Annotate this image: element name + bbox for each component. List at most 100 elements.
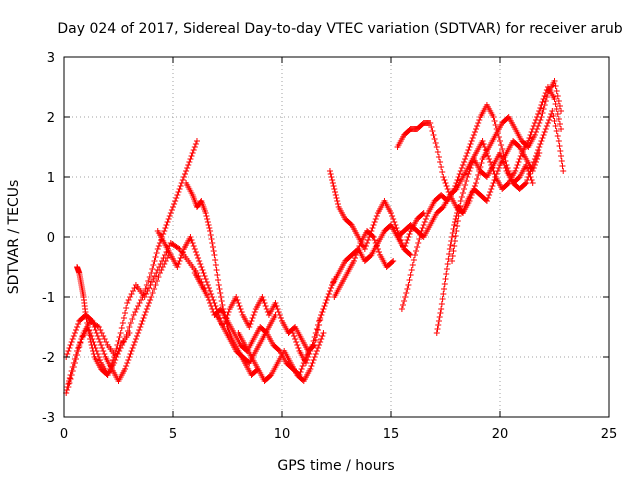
data-point: [201, 273, 208, 279]
data-point: [332, 189, 339, 195]
data-point: [307, 348, 314, 354]
data-point: [83, 316, 90, 322]
data-point: [98, 342, 105, 348]
data-point: [557, 148, 564, 154]
data-point: [414, 244, 421, 250]
data-point: [139, 318, 146, 324]
data-point: [140, 315, 147, 321]
data-point: [87, 336, 94, 342]
data-point: [456, 171, 463, 177]
data-point: [212, 257, 219, 263]
data-point: [399, 243, 406, 249]
data-point: [376, 249, 383, 255]
data-point: [398, 306, 405, 312]
data-point: [75, 321, 82, 327]
data-point: [406, 251, 413, 257]
data-point: [307, 366, 314, 372]
data-point: [447, 242, 454, 248]
data-point: [72, 356, 79, 362]
data-point: [512, 168, 519, 174]
data-point: [176, 258, 183, 264]
data-point: [82, 312, 89, 318]
data-point: [532, 129, 539, 135]
data-point: [131, 285, 138, 291]
data-point: [222, 318, 229, 324]
data-point: [449, 230, 456, 236]
data-point: [550, 113, 557, 119]
data-point: [310, 338, 317, 344]
data-point: [71, 360, 78, 366]
data-point: [154, 278, 161, 284]
data-point: [126, 330, 133, 336]
data-point: [246, 324, 253, 330]
data-point: [118, 325, 125, 331]
data-point: [197, 261, 204, 267]
data-point: [553, 106, 560, 112]
data-point: [84, 320, 91, 326]
data-point: [95, 336, 102, 342]
data-point: [415, 240, 422, 246]
data-point: [389, 259, 396, 265]
data-point: [205, 297, 212, 303]
data-point: [431, 136, 438, 142]
data-point: [486, 192, 493, 198]
data-point: [319, 333, 326, 339]
data-point: [454, 177, 461, 183]
data-point: [312, 330, 319, 336]
data-point: [370, 222, 377, 228]
data-point: [433, 144, 440, 150]
data-point: [310, 357, 317, 363]
data-point: [553, 88, 560, 94]
data-point: [135, 330, 142, 336]
data-point: [492, 174, 499, 180]
data-point: [334, 198, 341, 204]
data-point: [181, 171, 188, 177]
data-point: [542, 126, 549, 132]
data-point: [162, 225, 169, 231]
data-point: [558, 158, 565, 164]
data-point: [491, 118, 498, 124]
data-point: [204, 282, 211, 288]
data-point: [304, 357, 311, 363]
data-point: [536, 150, 543, 156]
data-point: [501, 162, 508, 168]
data-point: [540, 132, 547, 138]
data-point: [274, 306, 281, 312]
data-point: [127, 294, 134, 300]
data-point: [361, 246, 368, 252]
data-point: [159, 258, 166, 264]
data-point: [314, 322, 321, 328]
data-point: [211, 252, 218, 258]
data-point: [333, 195, 340, 201]
data-point: [500, 159, 507, 165]
data-point: [138, 297, 145, 303]
data-point: [451, 222, 458, 228]
data-point: [126, 324, 133, 330]
data-point: [203, 213, 210, 219]
data-point: [513, 165, 520, 171]
data-point: [556, 121, 563, 127]
data-point: [90, 351, 97, 357]
data-point: [353, 252, 360, 258]
data-point: [153, 250, 160, 256]
data-point: [130, 342, 137, 348]
data-point: [391, 219, 398, 225]
data-point: [277, 315, 284, 321]
data-point: [473, 126, 480, 132]
data-point: [486, 156, 493, 162]
data-point: [433, 330, 440, 336]
data-point: [273, 303, 280, 309]
data-point: [123, 363, 130, 369]
data-point: [399, 302, 406, 308]
data-point: [152, 254, 159, 260]
data-point: [262, 303, 269, 309]
data-point: [535, 111, 542, 117]
data-point: [560, 168, 567, 174]
data-point: [531, 162, 538, 168]
data-point: [364, 240, 371, 246]
data-point: [238, 309, 245, 315]
data-point: [186, 159, 193, 165]
data-point: [451, 238, 458, 244]
data-point: [122, 366, 129, 372]
data-point: [471, 129, 478, 135]
